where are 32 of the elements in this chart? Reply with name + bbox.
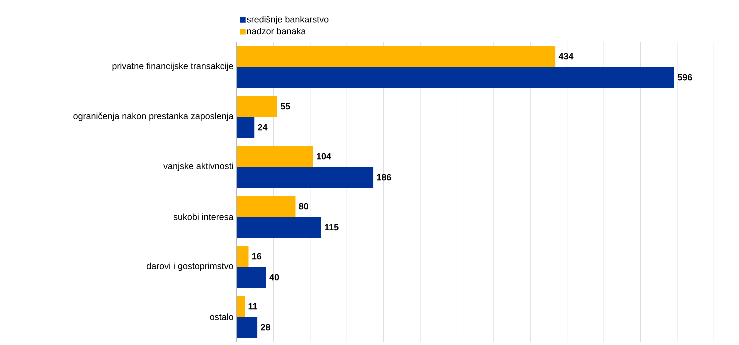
y-tick-label: sukobi interesa bbox=[174, 214, 234, 220]
bar bbox=[237, 296, 246, 318]
bar bbox=[237, 167, 374, 188]
data-label: 115 bbox=[325, 224, 339, 231]
data-label: 434 bbox=[558, 53, 574, 60]
data-label: 11 bbox=[248, 303, 258, 310]
data-label: 24 bbox=[258, 124, 268, 131]
data-label: 55 bbox=[280, 103, 290, 110]
data-label: 186 bbox=[377, 174, 392, 181]
data-label: 596 bbox=[678, 74, 692, 81]
y-tick-label: privatne financijske transakcije bbox=[112, 62, 234, 72]
bar bbox=[237, 217, 322, 238]
legend-label: nadzor banaka bbox=[247, 28, 306, 35]
data-label: 40 bbox=[270, 274, 280, 281]
legend-label: središnje bankarstvo bbox=[247, 16, 329, 25]
y-tick-label: ostalo bbox=[210, 314, 234, 320]
bar bbox=[237, 267, 266, 288]
bar bbox=[237, 46, 556, 68]
bar bbox=[237, 317, 258, 338]
bar bbox=[237, 146, 314, 168]
bar bbox=[237, 67, 675, 88]
bar bbox=[237, 96, 278, 118]
bar bbox=[237, 196, 296, 218]
data-label: 104 bbox=[317, 153, 332, 160]
data-label: 28 bbox=[261, 324, 270, 331]
data-label: 16 bbox=[252, 253, 262, 260]
data-label: 80 bbox=[299, 203, 309, 210]
bar bbox=[237, 246, 249, 268]
y-tick-label: darovi i gostoprimstvo bbox=[146, 262, 234, 272]
bar bbox=[237, 117, 255, 138]
y-tick-label: vanjske aktivnosti bbox=[164, 162, 234, 172]
y-tick-label: ograničenja nakon prestanka zaposlenja bbox=[74, 112, 234, 122]
